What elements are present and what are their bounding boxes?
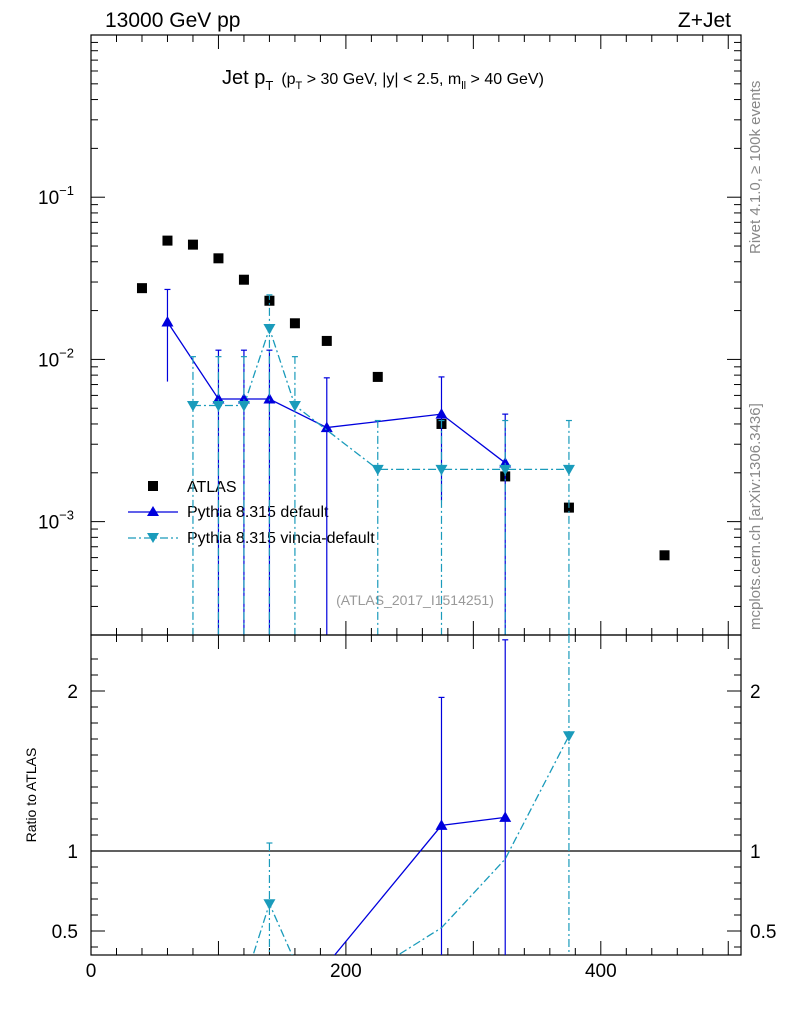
- main-ytick-exp: −3: [59, 508, 74, 523]
- vincia-point: [562, 464, 575, 476]
- ratio-ytick-label-right: 2: [750, 682, 761, 703]
- ratio-default-point: [499, 811, 512, 822]
- title-cut-rest: > 30 GeV, |y| < 2.5, m: [302, 71, 461, 88]
- atlas-point: [321, 335, 332, 346]
- default-point: [499, 456, 512, 468]
- default-point: [237, 393, 250, 404]
- atlas-point: [659, 550, 670, 561]
- vincia-point: [263, 324, 276, 335]
- ratio-frame: [90, 634, 742, 956]
- vincia-point: [499, 464, 512, 476]
- process-label: Z+Jet: [678, 9, 731, 32]
- energy-label: 13000 GeV pp: [105, 9, 240, 32]
- xtick-label: 200: [330, 961, 362, 982]
- atlas-point: [264, 295, 275, 306]
- main-ytick-base: 10: [38, 350, 59, 371]
- vincia-point: [212, 400, 225, 412]
- atlas-point: [187, 239, 198, 250]
- main-ytick-label: 10−1: [38, 183, 74, 209]
- ratio-ytick-label-right: 0.5: [750, 922, 776, 943]
- vincia-point: [288, 400, 301, 412]
- vincia-point: [371, 464, 384, 476]
- legend: ATLAS Pythia 8.315 default Pythia 8.315 …: [128, 479, 375, 547]
- ratio-ytick-label-left: 1: [67, 842, 78, 863]
- atlas-point: [162, 235, 173, 246]
- main-ytick-base: 10: [38, 513, 59, 534]
- main-data: [136, 235, 670, 635]
- ratio-ylabel: Ratio to ATLAS: [23, 748, 39, 843]
- xtick-label: 0: [86, 961, 97, 982]
- ratio-ytick-label-left: 0.5: [52, 922, 78, 943]
- ratio-panel: 0.5 0.5 1 1 2 2 0 200 400: [52, 634, 776, 982]
- rivet-label: Rivet 4.1.0, ≥ 100k events: [747, 81, 764, 254]
- vincia-point: [435, 464, 448, 476]
- atlas-point: [372, 371, 383, 382]
- ratio-ytick-label-left: 2: [67, 682, 78, 703]
- legend-default-marker: [147, 506, 159, 516]
- atlas-point: [213, 253, 224, 264]
- default-point: [320, 421, 333, 433]
- atlas-point: [238, 274, 249, 285]
- ratio-ytick-label-right: 1: [750, 842, 761, 863]
- ratio-vincia-point: [263, 899, 276, 910]
- title-cut-sub: T: [296, 80, 303, 92]
- atlas-point: [289, 318, 300, 329]
- vincia-point: [186, 400, 199, 412]
- legend-default-label: Pythia 8.315 default: [187, 504, 329, 521]
- title-main-sub: T: [265, 78, 273, 93]
- default-point: [212, 393, 225, 404]
- title-main: Jet p: [222, 67, 265, 89]
- title-cut-open: (p: [281, 71, 295, 88]
- default-point: [161, 316, 174, 327]
- ratio-default-point: [435, 819, 448, 830]
- main-panel: 10−110−210−3: [38, 34, 742, 636]
- default-point: [435, 408, 448, 419]
- default-point: [263, 393, 276, 404]
- main-ytick-label: 10−3: [38, 508, 74, 534]
- vincia-point: [237, 400, 250, 412]
- legend-vincia-label: Pythia 8.315 vincia-default: [187, 530, 375, 547]
- atlas-point: [136, 283, 147, 294]
- legend-vincia-marker: [147, 533, 159, 543]
- main-ytick-base: 10: [38, 188, 59, 209]
- main-ytick-label: 10−2: [38, 345, 74, 371]
- plot-title: Jet pT (pT > 30 GeV, |y| < 2.5, mll > 40 …: [222, 67, 544, 93]
- title-cut-close: > 40 GeV): [466, 71, 544, 88]
- ratio-vincia-line: [252, 735, 570, 955]
- mcplots-label: mcplots.cern.ch [arXiv:1306.3436]: [747, 403, 764, 630]
- xtick-label: 400: [585, 961, 617, 982]
- ratio-vincia-point: [562, 731, 575, 742]
- legend-atlas-label: ATLAS: [187, 479, 237, 496]
- title-cut-sub2: ll: [461, 80, 466, 92]
- ratio-default-line: [333, 816, 506, 955]
- main-ytick-exp: −1: [59, 183, 74, 198]
- ratio-data: [91, 635, 741, 955]
- legend-atlas-marker: [148, 481, 158, 491]
- main-ytick-exp: −2: [59, 345, 74, 360]
- analysis-id: (ATLAS_2017_I1514251): [336, 592, 494, 608]
